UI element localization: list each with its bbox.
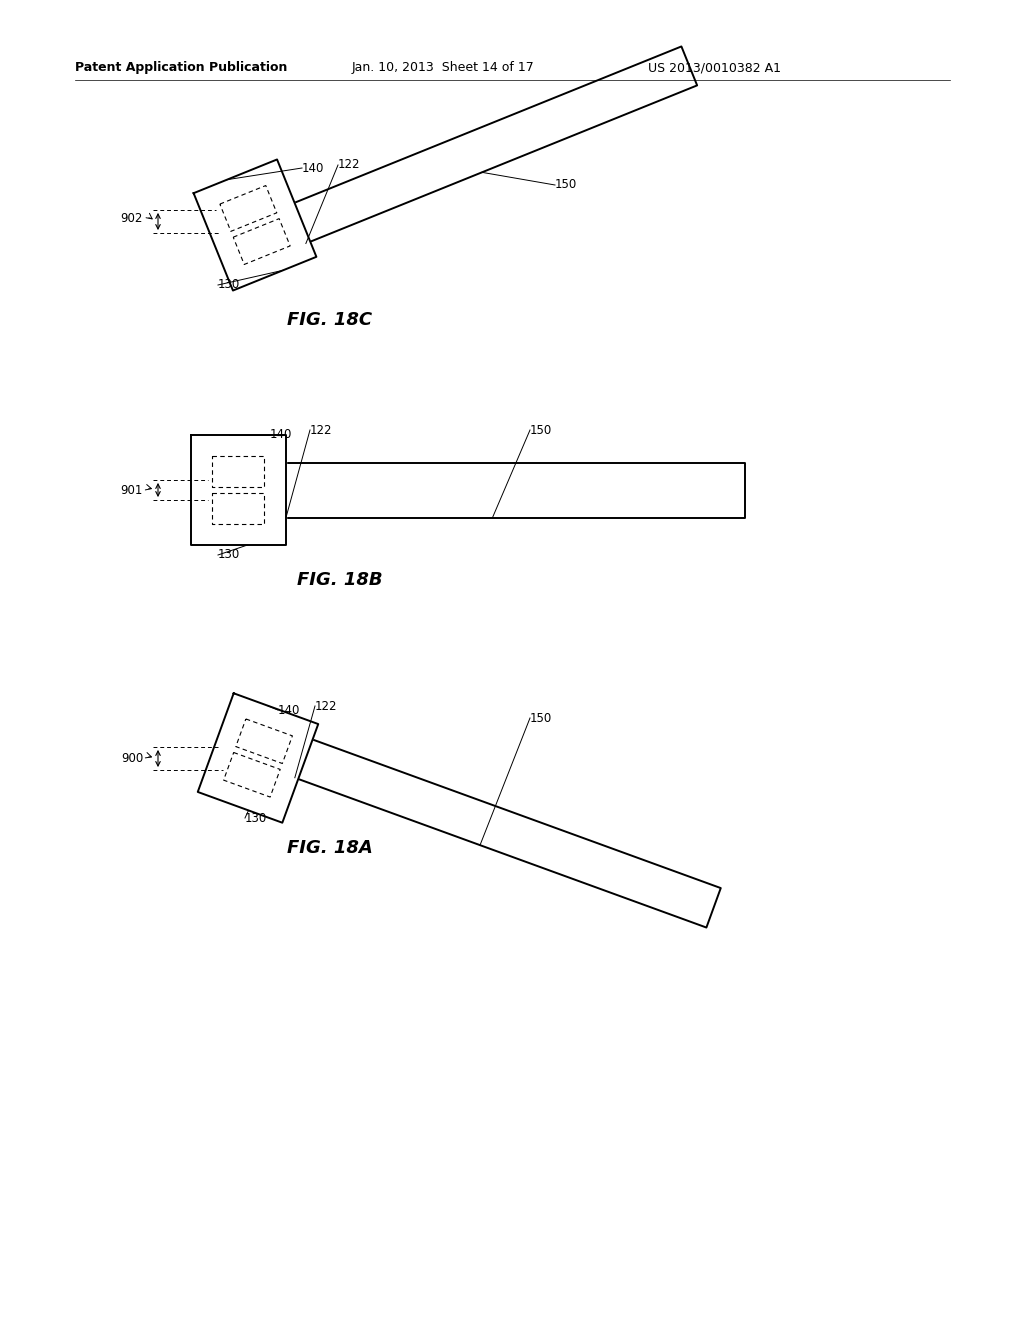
Text: FIG. 18C: FIG. 18C xyxy=(288,312,373,329)
Text: 900: 900 xyxy=(121,751,143,764)
Polygon shape xyxy=(190,436,286,545)
Text: 140: 140 xyxy=(270,429,293,441)
Text: 130: 130 xyxy=(218,549,241,561)
Text: 150: 150 xyxy=(530,711,552,725)
Text: Jan. 10, 2013  Sheet 14 of 17: Jan. 10, 2013 Sheet 14 of 17 xyxy=(352,62,535,74)
Text: 130: 130 xyxy=(245,812,267,825)
Text: FIG. 18B: FIG. 18B xyxy=(297,572,383,589)
Polygon shape xyxy=(286,462,745,517)
Text: FIG. 18A: FIG. 18A xyxy=(287,840,373,857)
Text: Patent Application Publication: Patent Application Publication xyxy=(75,62,288,74)
Text: US 2013/0010382 A1: US 2013/0010382 A1 xyxy=(648,62,781,74)
Text: 150: 150 xyxy=(530,424,552,437)
Text: 130: 130 xyxy=(218,279,241,292)
Polygon shape xyxy=(194,160,316,290)
Text: 150: 150 xyxy=(555,178,578,191)
Text: 140: 140 xyxy=(302,161,325,174)
Text: 122: 122 xyxy=(315,700,338,713)
Text: 122: 122 xyxy=(338,158,360,172)
Polygon shape xyxy=(295,738,721,928)
Text: 122: 122 xyxy=(310,424,333,437)
Text: 140: 140 xyxy=(278,704,300,717)
Polygon shape xyxy=(198,693,318,822)
Text: 901: 901 xyxy=(121,483,143,496)
Text: 902: 902 xyxy=(121,211,143,224)
Polygon shape xyxy=(290,46,697,243)
